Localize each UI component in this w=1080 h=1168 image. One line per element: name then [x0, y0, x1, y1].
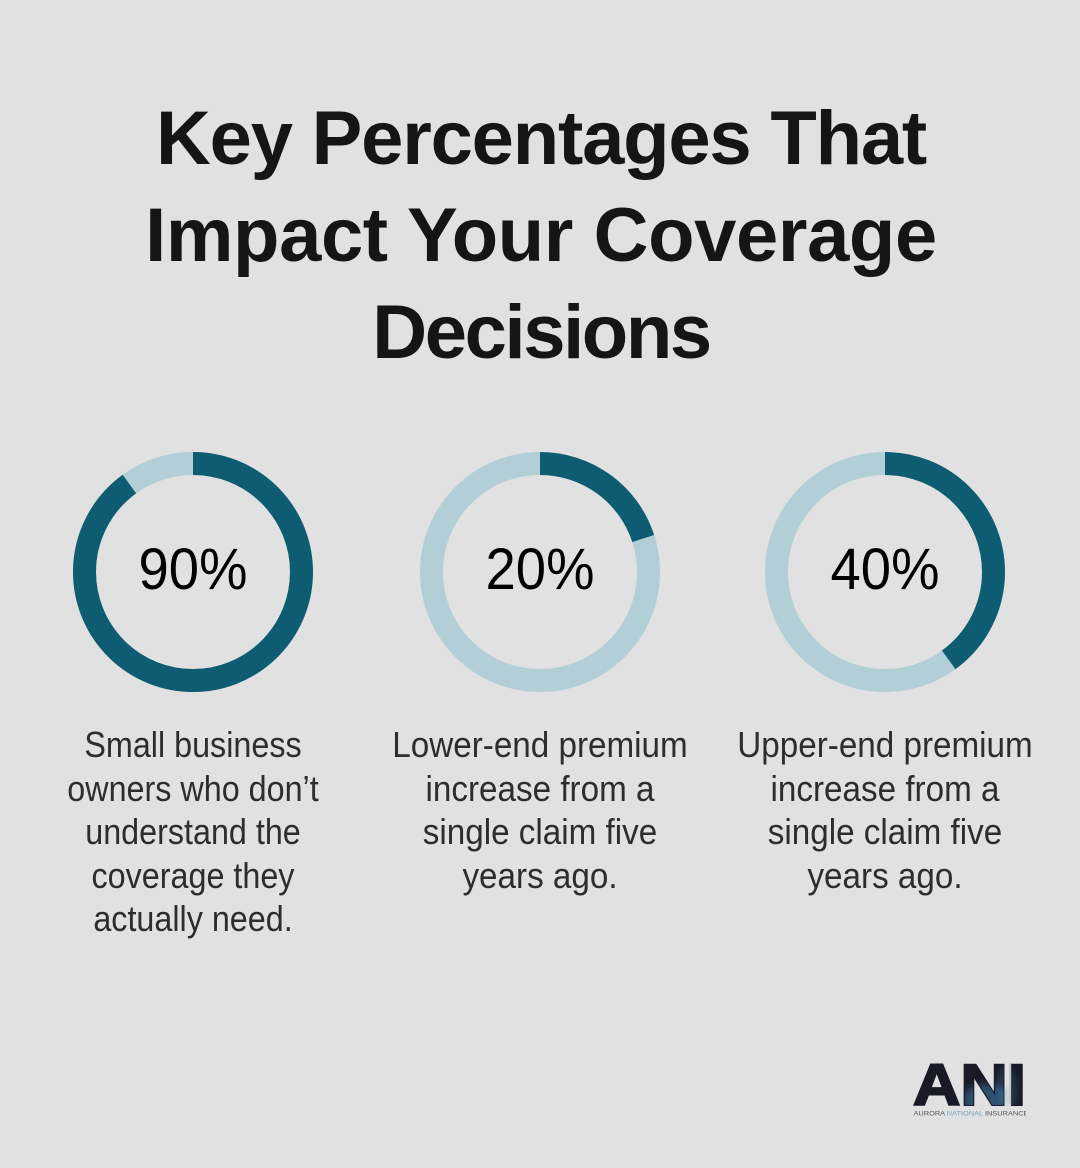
- svg-text:AURORA NATIONAL INSURANCE: AURORA NATIONAL INSURANCE: [914, 1110, 1027, 1117]
